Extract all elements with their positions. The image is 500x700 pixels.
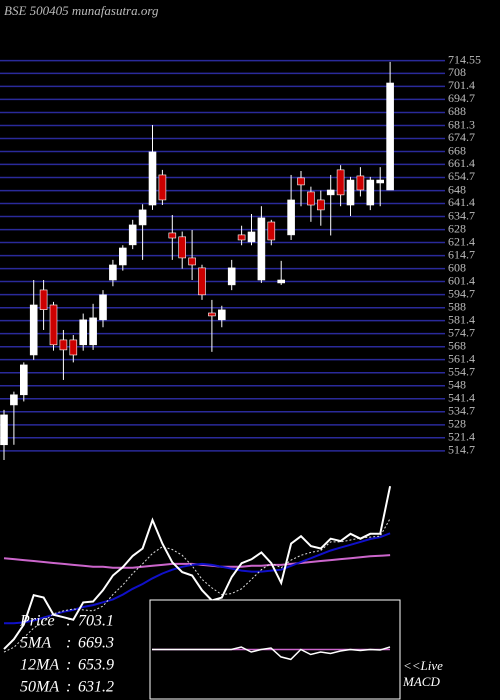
legend-label: Price: [19, 613, 55, 630]
y-tick-label: 514.7: [448, 443, 475, 457]
candle-body: [227, 267, 236, 286]
candle-body: [29, 304, 38, 356]
y-tick-label: 628: [448, 221, 466, 235]
candle-body: [148, 151, 157, 206]
y-tick-label: 621.4: [448, 234, 475, 248]
candle-body: [237, 234, 246, 241]
y-tick-label: 688: [448, 104, 466, 118]
candle-body: [376, 179, 385, 184]
candle-body: [208, 312, 216, 317]
y-tick-label: 694.7: [448, 91, 475, 105]
candle-body: [109, 264, 117, 281]
candle-body: [267, 221, 276, 241]
legend-value: 703.1: [78, 613, 114, 630]
macd-label: MACD: [402, 674, 440, 689]
candle-body: [257, 217, 266, 281]
y-tick-label: 521.4: [448, 429, 475, 443]
candle-body: [158, 174, 167, 201]
candle-body: [59, 339, 68, 351]
candle-body: [316, 199, 325, 211]
y-tick-label: 648: [448, 182, 466, 196]
annotation: <<Live: [403, 658, 443, 673]
legend-separator: :: [66, 635, 71, 652]
y-tick-label: 634.7: [448, 208, 475, 222]
y-tick-label: 681.3: [448, 117, 475, 131]
legend-separator: :: [66, 657, 71, 674]
y-tick-label: 541.4: [448, 390, 475, 404]
ma-line: [4, 532, 391, 625]
chart-title: BSE 500405 munafasutra.org: [4, 3, 159, 18]
candle-body: [138, 209, 147, 226]
y-tick-label: 661.4: [448, 156, 475, 170]
legend-value: 653.9: [78, 657, 114, 674]
legend-label: 5MA: [20, 635, 51, 652]
candle-body: [247, 231, 256, 243]
candle-body: [119, 247, 127, 266]
legend-label: 12MA: [20, 657, 59, 674]
candle-body: [0, 414, 8, 446]
candle-body: [356, 175, 365, 191]
candle-body: [386, 82, 394, 191]
y-tick-label: 641.4: [448, 195, 475, 209]
y-tick-label: 548: [448, 378, 466, 392]
legend-value: 631.2: [78, 679, 114, 696]
y-tick-label: 601.4: [448, 273, 475, 287]
legend-separator: :: [66, 613, 71, 630]
candle-body: [168, 232, 177, 239]
candle-body: [366, 179, 375, 206]
y-tick-label: 581.4: [448, 312, 475, 326]
y-tick-label: 608: [448, 260, 466, 274]
legend-value: 669.3: [78, 635, 114, 652]
y-tick-label: 534.7: [448, 404, 475, 418]
candle-body: [307, 191, 315, 206]
candle-body: [10, 394, 18, 406]
candle-body: [178, 236, 186, 259]
candle-body: [287, 199, 295, 236]
y-tick-label: 674.7: [448, 130, 475, 144]
y-tick-label: 568: [448, 339, 466, 353]
candle-body: [326, 189, 335, 196]
candle-body: [19, 364, 28, 396]
legend-separator: :: [66, 679, 71, 696]
candle-body: [346, 179, 355, 206]
candle-body: [99, 294, 107, 321]
candle-body: [39, 289, 48, 310]
candle-body: [188, 257, 196, 266]
candle-body: [198, 267, 206, 296]
candle-body: [69, 339, 78, 356]
legend-label: 50MA: [20, 679, 59, 696]
y-tick-label: 561.4: [448, 351, 475, 365]
y-tick-label: 614.7: [448, 247, 475, 261]
candle-body: [89, 317, 97, 346]
macd-line: [152, 646, 391, 661]
y-tick-label: 574.7: [448, 325, 475, 339]
y-tick-label: 701.4: [448, 78, 475, 92]
candle-body: [277, 279, 286, 284]
y-tick-label: 554.7: [448, 364, 475, 378]
candle-body: [297, 177, 305, 186]
y-tick-label: 594.7: [448, 286, 475, 300]
candle-body: [336, 169, 345, 196]
candle-body: [49, 304, 58, 346]
candle-body: [79, 319, 87, 346]
candle-body: [128, 224, 137, 246]
y-tick-label: 528: [448, 417, 466, 431]
y-tick-label: 588: [448, 299, 466, 313]
price-line: [3, 485, 392, 650]
y-tick-label: 708: [448, 65, 466, 79]
y-tick-label: 654.7: [448, 169, 475, 183]
candle-body: [218, 309, 226, 321]
y-tick-label: 714.55: [448, 52, 481, 66]
y-tick-label: 668: [448, 143, 466, 157]
